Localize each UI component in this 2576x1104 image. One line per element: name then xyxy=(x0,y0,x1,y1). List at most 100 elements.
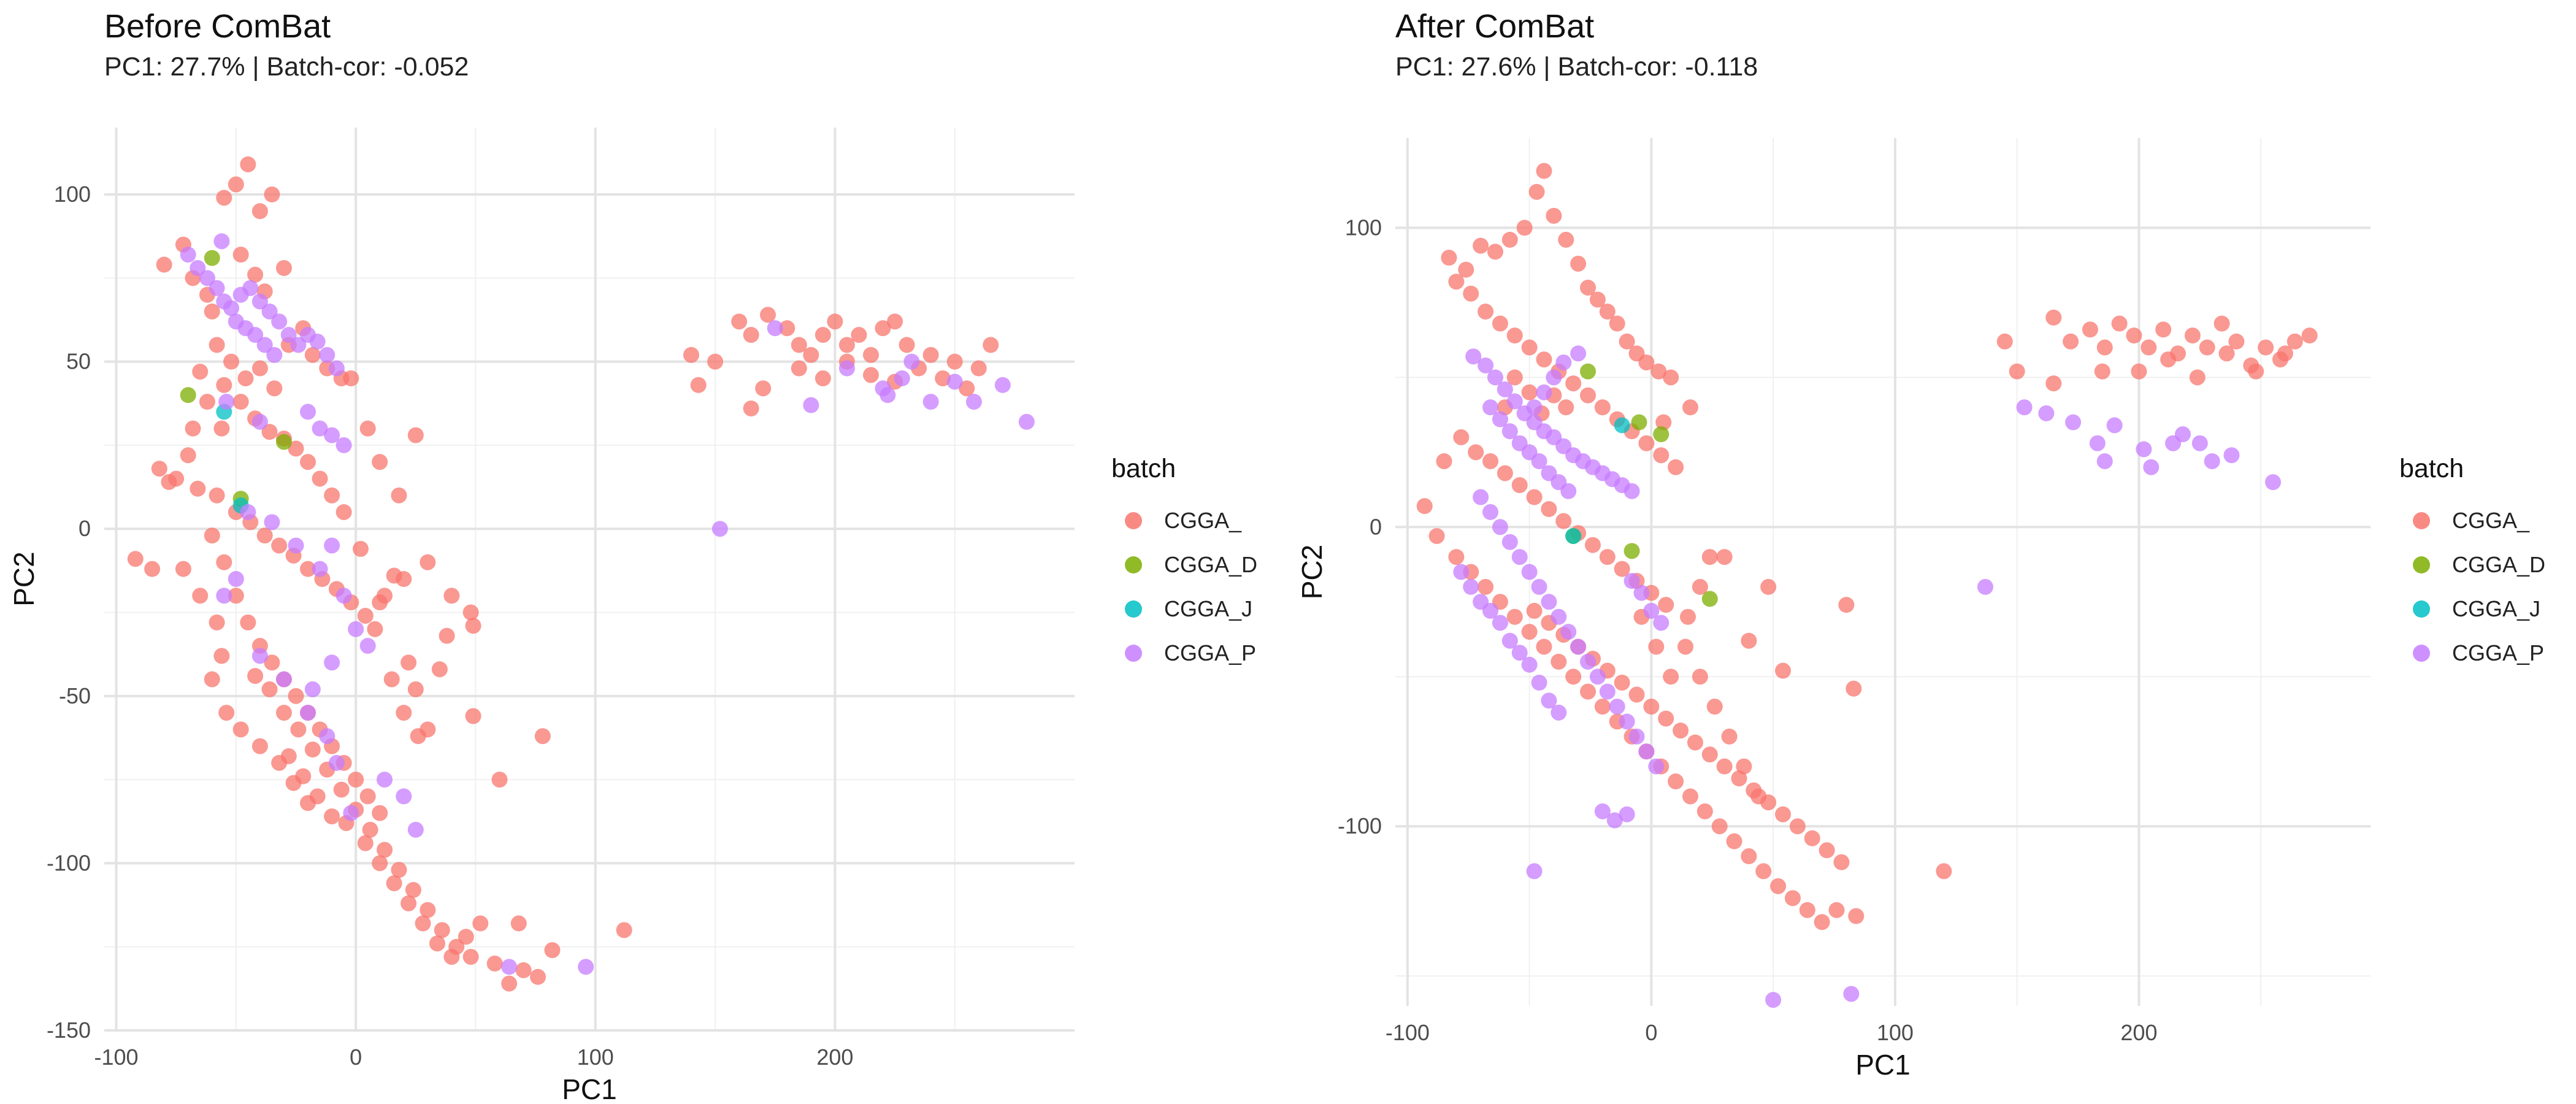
data-point xyxy=(343,370,359,386)
data-point xyxy=(1448,274,1465,290)
data-point xyxy=(1716,758,1733,775)
data-point xyxy=(616,922,632,938)
data-point xyxy=(946,374,963,390)
data-point xyxy=(372,454,388,470)
data-point xyxy=(1643,699,1660,715)
data-point xyxy=(1580,683,1597,700)
data-point xyxy=(1741,632,1757,649)
y-tick-label: 100 xyxy=(54,182,91,207)
data-point xyxy=(1848,908,1865,924)
data-point xyxy=(359,638,376,654)
data-point xyxy=(1775,662,1792,679)
data-point xyxy=(1696,803,1713,819)
data-point xyxy=(2082,321,2098,338)
data-point xyxy=(1465,348,1482,365)
data-point xyxy=(1619,333,1635,350)
data-point xyxy=(161,473,177,490)
data-point xyxy=(2265,474,2281,491)
data-point xyxy=(983,337,999,353)
data-point xyxy=(1478,578,1494,595)
data-point xyxy=(1482,399,1499,416)
data-point xyxy=(290,337,307,353)
data-point xyxy=(2277,345,2293,362)
data-point xyxy=(501,959,518,975)
data-point xyxy=(271,754,288,771)
legend-label: CGGA_ xyxy=(2452,508,2530,533)
data-point xyxy=(429,935,445,952)
data-point xyxy=(151,461,167,477)
data-point xyxy=(946,353,963,370)
data-point xyxy=(1551,608,1567,625)
data-point xyxy=(216,588,232,604)
data-point xyxy=(2258,339,2274,356)
data-point xyxy=(1977,578,1993,595)
data-point xyxy=(324,654,340,671)
data-point xyxy=(1677,638,1694,655)
legend-key-dot xyxy=(2413,512,2430,529)
data-point xyxy=(1609,315,1625,332)
data-point xyxy=(994,377,1011,393)
data-point xyxy=(352,540,369,557)
data-point xyxy=(1619,806,1635,822)
data-point xyxy=(401,654,417,671)
data-point xyxy=(319,728,335,745)
data-point xyxy=(1614,561,1630,577)
data-point xyxy=(213,420,230,437)
chart-panel-after: After ComBat PC1: 27.6% | Batch-cor: -0.… xyxy=(1288,0,2576,1104)
scatter-plot-after: -100 0 100 200 100 0 -100 PC1 PC2 xyxy=(1296,138,2371,1081)
data-point xyxy=(1589,291,1606,308)
data-point xyxy=(743,327,759,343)
data-point xyxy=(324,487,340,504)
legend-key-dot xyxy=(2413,645,2430,662)
data-point xyxy=(838,337,855,353)
data-point xyxy=(1478,304,1494,320)
data-point xyxy=(1673,723,1689,739)
data-point xyxy=(1580,653,1597,670)
data-point xyxy=(1570,345,1587,362)
data-point xyxy=(486,955,503,972)
data-point xyxy=(1487,369,1503,386)
data-point xyxy=(1551,653,1567,670)
data-point xyxy=(256,337,273,353)
data-point xyxy=(1541,692,1557,709)
data-point xyxy=(1521,339,1538,356)
data-point xyxy=(1721,728,1738,745)
data-point xyxy=(2155,321,2172,338)
data-point xyxy=(880,387,896,404)
data-point xyxy=(359,788,376,805)
data-point xyxy=(1648,638,1665,655)
data-point xyxy=(1643,602,1660,619)
data-point xyxy=(1833,854,1850,870)
data-point xyxy=(1506,328,1523,344)
data-point xyxy=(530,968,546,985)
data-point xyxy=(2038,405,2055,421)
data-point xyxy=(343,805,359,821)
data-point xyxy=(1560,624,1577,640)
data-point xyxy=(1804,830,1820,846)
data-point xyxy=(1492,411,1508,427)
chart-title: After ComBat xyxy=(1395,8,1595,45)
data-point xyxy=(240,504,256,520)
data-point xyxy=(1501,231,1518,248)
data-point xyxy=(1682,399,1698,416)
data-point xyxy=(1580,363,1597,380)
data-point xyxy=(1770,878,1787,894)
data-point xyxy=(875,320,891,337)
data-point xyxy=(1492,519,1508,535)
data-point xyxy=(401,895,417,911)
data-point xyxy=(2165,435,2182,451)
data-point xyxy=(1619,713,1635,730)
legend-key-dot xyxy=(1125,600,1142,618)
data-point xyxy=(1551,704,1567,721)
data-point xyxy=(357,607,374,624)
data-point xyxy=(264,186,280,203)
data-point xyxy=(2191,435,2208,451)
data-point xyxy=(1541,501,1557,518)
y-axis-label: PC2 xyxy=(8,551,40,606)
data-point xyxy=(443,588,460,604)
data-point xyxy=(324,427,340,443)
data-point xyxy=(304,681,321,697)
data-point xyxy=(324,537,340,554)
data-point xyxy=(690,377,707,393)
data-point xyxy=(2287,333,2303,350)
